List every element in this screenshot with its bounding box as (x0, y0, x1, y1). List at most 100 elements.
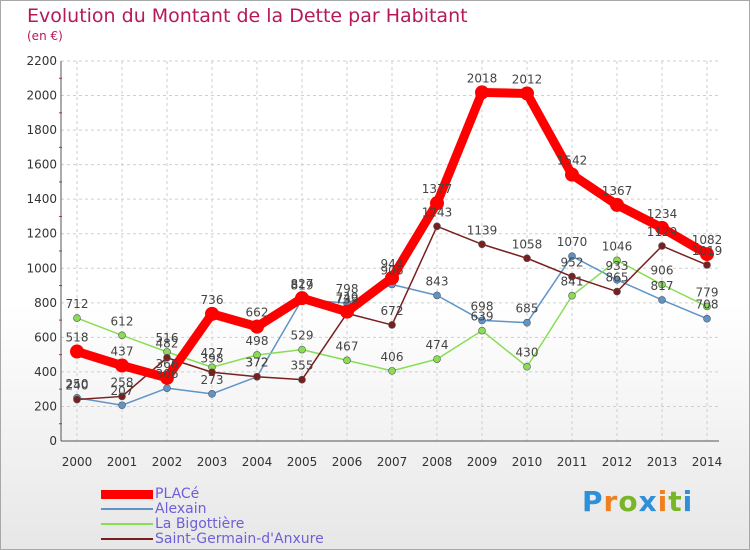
data-label: 865 (606, 271, 629, 285)
data-label: 529 (291, 329, 314, 343)
y-tick-label: 600 (34, 330, 57, 344)
y-tick-label: 2200 (26, 54, 57, 68)
data-point (700, 247, 714, 262)
data-label: 1082 (692, 233, 723, 247)
data-point (703, 261, 711, 269)
data-label: 366 (156, 357, 179, 371)
x-tick-label: 2010 (512, 455, 543, 469)
data-label: 906 (651, 264, 674, 278)
data-label: 372 (246, 356, 269, 370)
legend-item: Saint-Germain-d'Anxure (101, 531, 324, 547)
data-label: 779 (696, 285, 719, 299)
data-point (340, 304, 354, 319)
data-point (343, 356, 351, 365)
data-label: 712 (66, 297, 89, 311)
x-tick-label: 2000 (62, 455, 93, 469)
data-label: 498 (246, 334, 269, 348)
x-tick-label: 2012 (602, 455, 633, 469)
data-label: 1129 (647, 225, 678, 239)
data-point (208, 390, 216, 398)
data-point (613, 256, 621, 265)
data-label: 739 (336, 292, 359, 306)
data-label: 518 (66, 331, 89, 345)
chart-title: Evolution du Montant de la Dette par Hab… (27, 5, 468, 27)
legend-item: Alexain (101, 501, 206, 517)
x-tick-label: 2013 (647, 455, 678, 469)
data-point (388, 367, 396, 375)
data-label: 467 (336, 339, 359, 353)
data-point (163, 384, 171, 392)
legend-swatch (101, 523, 153, 525)
data-point (433, 355, 441, 363)
data-label: 843 (426, 274, 449, 288)
data-label: 933 (606, 259, 629, 273)
data-label: 749 (336, 291, 359, 305)
legend-label: La Bigottière (155, 516, 245, 532)
data-label: 1234 (647, 207, 678, 221)
data-point (253, 351, 261, 359)
data-label: 240 (66, 379, 89, 393)
chart-subtitle: (en €) (27, 29, 63, 43)
data-point (703, 314, 711, 323)
data-point (205, 306, 219, 321)
data-label: 827 (291, 277, 314, 291)
data-label: 736 (201, 293, 224, 307)
x-tick-label: 2005 (287, 455, 318, 469)
data-label: 1139 (467, 223, 498, 237)
logo-letter: i (657, 485, 669, 518)
legend-item: La Bigottière (101, 516, 245, 532)
data-point (433, 222, 441, 231)
data-label: 662 (246, 306, 269, 320)
data-point (388, 321, 396, 329)
data-point (703, 302, 711, 311)
data-label: 1243 (422, 205, 453, 219)
data-point (478, 326, 486, 335)
y-tick-label: 200 (34, 399, 57, 413)
y-tick-label: 400 (34, 365, 57, 379)
data-point (613, 287, 621, 296)
logo-letter: P (582, 485, 604, 518)
data-label: 258 (111, 375, 134, 389)
data-point (478, 316, 486, 325)
y-tick-label: 0 (49, 434, 57, 448)
legend-item: PLACé (101, 486, 199, 502)
data-label: 406 (381, 350, 404, 364)
data-point (253, 372, 261, 381)
data-point (118, 331, 126, 340)
data-point (118, 392, 126, 401)
data-label: 698 (471, 299, 494, 313)
data-point (298, 375, 306, 384)
data-label: 306 (156, 367, 179, 381)
data-label: 708 (696, 298, 719, 312)
data-label: 1377 (422, 182, 453, 196)
data-point (520, 86, 534, 101)
data-point (523, 362, 531, 371)
legend-label: Saint-Germain-d'Anxure (155, 531, 324, 547)
data-point (208, 368, 216, 377)
y-tick-label: 800 (34, 296, 57, 310)
x-tick-label: 2004 (242, 455, 273, 469)
y-tick-label: 2000 (26, 89, 57, 103)
data-label: 1070 (557, 235, 588, 249)
data-label: 906 (381, 264, 404, 278)
data-label: 1058 (512, 237, 543, 251)
x-tick-label: 2001 (107, 455, 138, 469)
data-point (73, 314, 81, 322)
data-point (73, 395, 81, 404)
data-point (430, 196, 444, 211)
data-label: 207 (111, 384, 134, 398)
data-label: 1046 (602, 239, 633, 253)
data-label: 841 (561, 275, 584, 289)
logo-letter: o (618, 485, 639, 518)
data-label: 372 (246, 356, 269, 370)
data-point (70, 344, 84, 359)
y-tick-label: 1800 (26, 123, 57, 137)
legend-swatch (101, 508, 153, 510)
data-label: 685 (516, 302, 539, 316)
data-label: 798 (336, 282, 359, 296)
y-tick-label: 1200 (26, 227, 57, 241)
data-label: 817 (651, 279, 674, 293)
x-tick-label: 2011 (557, 455, 588, 469)
